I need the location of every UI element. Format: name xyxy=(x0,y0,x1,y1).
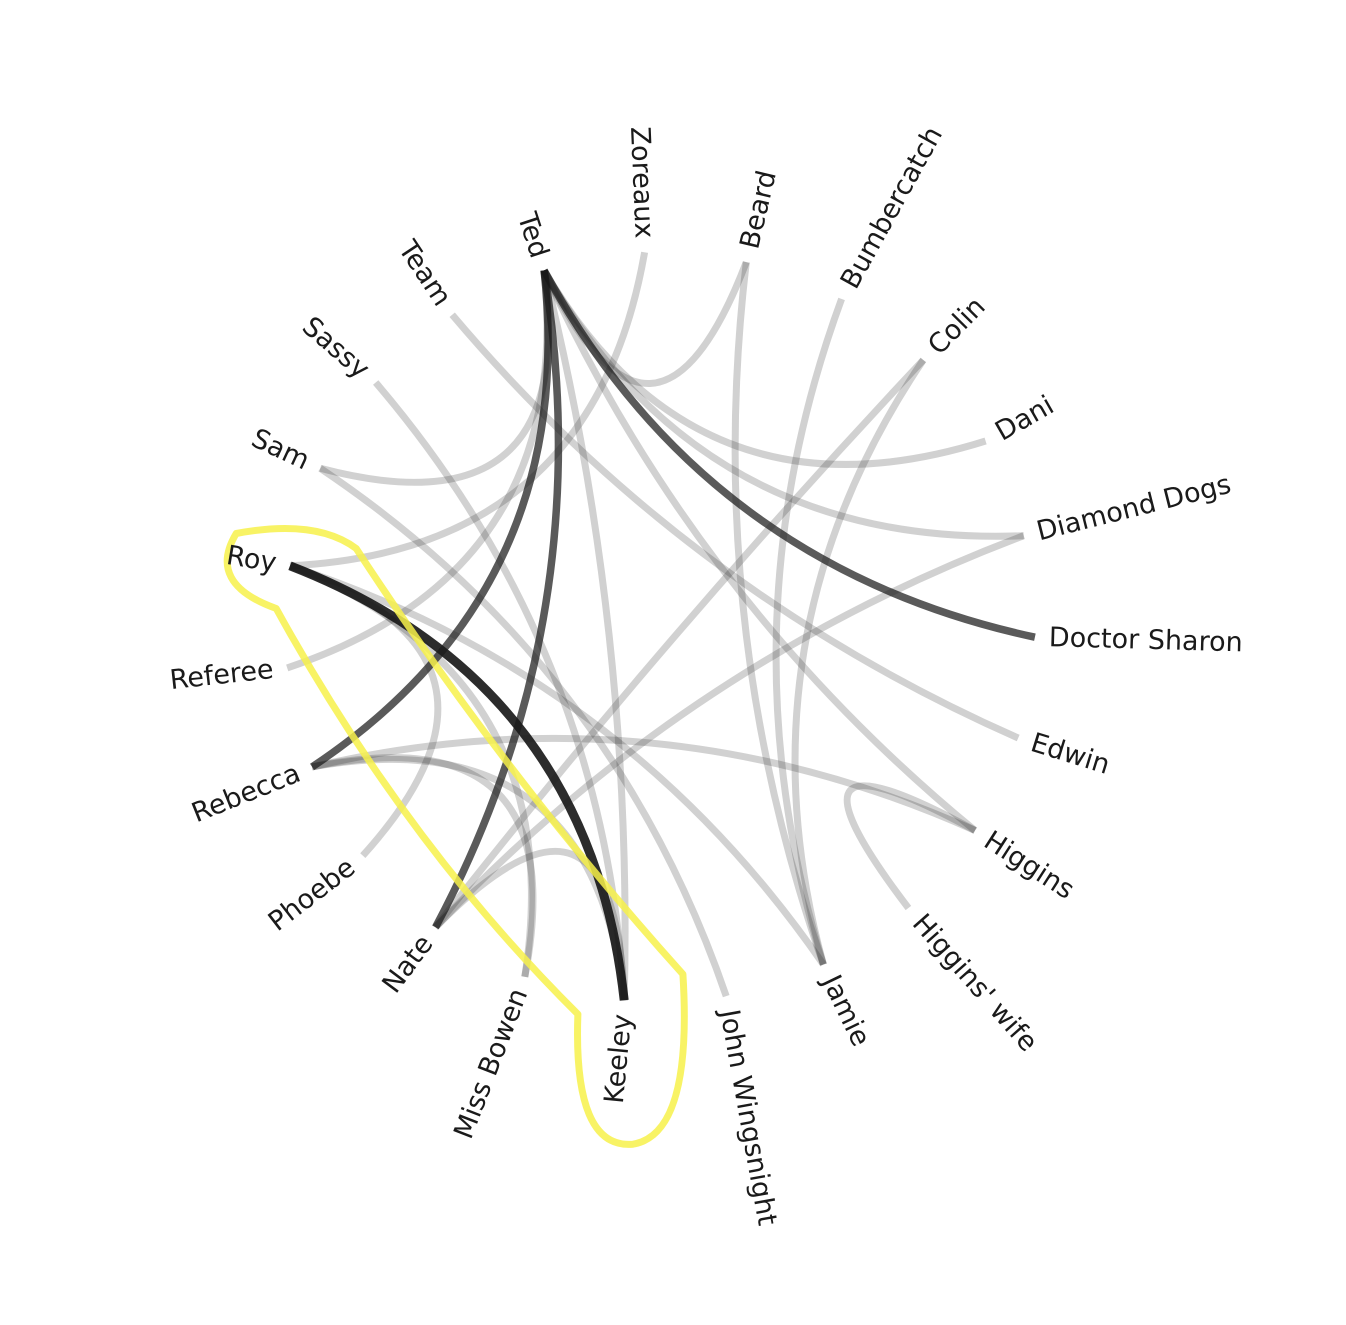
node-label-sam: Sam xyxy=(247,423,314,476)
node-label-phoebe: Phoebe xyxy=(263,852,361,938)
node-label-diamond-dogs: Diamond Dogs xyxy=(1034,469,1235,548)
node-label-edwin: Edwin xyxy=(1027,727,1113,781)
node-label-referee: Referee xyxy=(168,654,275,696)
node-label-doctor-sharon: Doctor Sharon xyxy=(1048,622,1243,658)
link-ted-diamond-dogs xyxy=(541,268,1024,540)
link-bumbercatch-jamie xyxy=(772,297,845,966)
link-higgins-higgins-wife xyxy=(843,782,977,911)
node-label-jamie: Jamie xyxy=(815,969,876,1052)
link-ted-keeley xyxy=(540,269,629,1001)
node-label-beard: Beard xyxy=(734,168,782,252)
link-ted-beard xyxy=(540,260,750,387)
link-ted-sam xyxy=(319,269,552,486)
node-label-bumbercatch: Bumbercatch xyxy=(835,121,949,294)
node-label-keeley: Keeley xyxy=(599,1013,638,1105)
link-colin-jamie xyxy=(791,358,927,966)
link-phoebe-roy xyxy=(288,562,442,858)
link-rebecca-higgins xyxy=(311,734,977,834)
node-label-nate: Nate xyxy=(376,929,439,999)
link-ted-rebecca xyxy=(310,269,552,771)
node-label-higgins-wife: Higgins' wife xyxy=(906,908,1043,1058)
link-sam-john-wingsnight xyxy=(318,465,730,998)
link-rebecca-keeley xyxy=(311,756,628,1001)
link-roy-jamie xyxy=(288,562,827,967)
link-ted-doctor-sharon xyxy=(540,268,1036,641)
highlight-outline xyxy=(223,525,688,1148)
node-label-dani: Dani xyxy=(990,390,1059,448)
link-team-edwin xyxy=(449,312,1020,742)
links-layer xyxy=(286,251,1036,1001)
node-label-john-wingsnight: John Wingsnight xyxy=(713,1005,782,1228)
link-nate-diamond-dogs xyxy=(432,532,1025,930)
highlight-layer xyxy=(223,525,688,1148)
node-label-team: Team xyxy=(391,234,457,311)
node-label-sassy: Sassy xyxy=(296,311,375,385)
node-label-zoreaux: Zoreaux xyxy=(624,126,660,239)
node-label-ted: Ted xyxy=(511,208,555,262)
link-ted-higgins xyxy=(540,268,978,834)
link-ted-nate xyxy=(432,269,563,930)
link-rebecca-miss-bowen xyxy=(311,754,537,978)
link-zoreaux-roy xyxy=(289,251,649,570)
link-ted-referee xyxy=(286,270,551,672)
node-label-colin: Colin xyxy=(922,291,991,361)
node-label-higgins: Higgins xyxy=(978,825,1079,906)
link-ted-dani xyxy=(541,268,987,468)
node-label-rebecca: Rebecca xyxy=(187,758,304,829)
link-nate-keeley xyxy=(433,847,628,1001)
link-roy-keeley xyxy=(288,561,629,1001)
link-beard-jamie xyxy=(731,261,827,966)
node-label-miss-bowen: Miss Bowen xyxy=(448,984,534,1143)
link-colin-nate xyxy=(432,357,926,930)
link-miss-bowen-roy xyxy=(288,562,535,978)
link-sassy-keeley xyxy=(373,380,628,1001)
